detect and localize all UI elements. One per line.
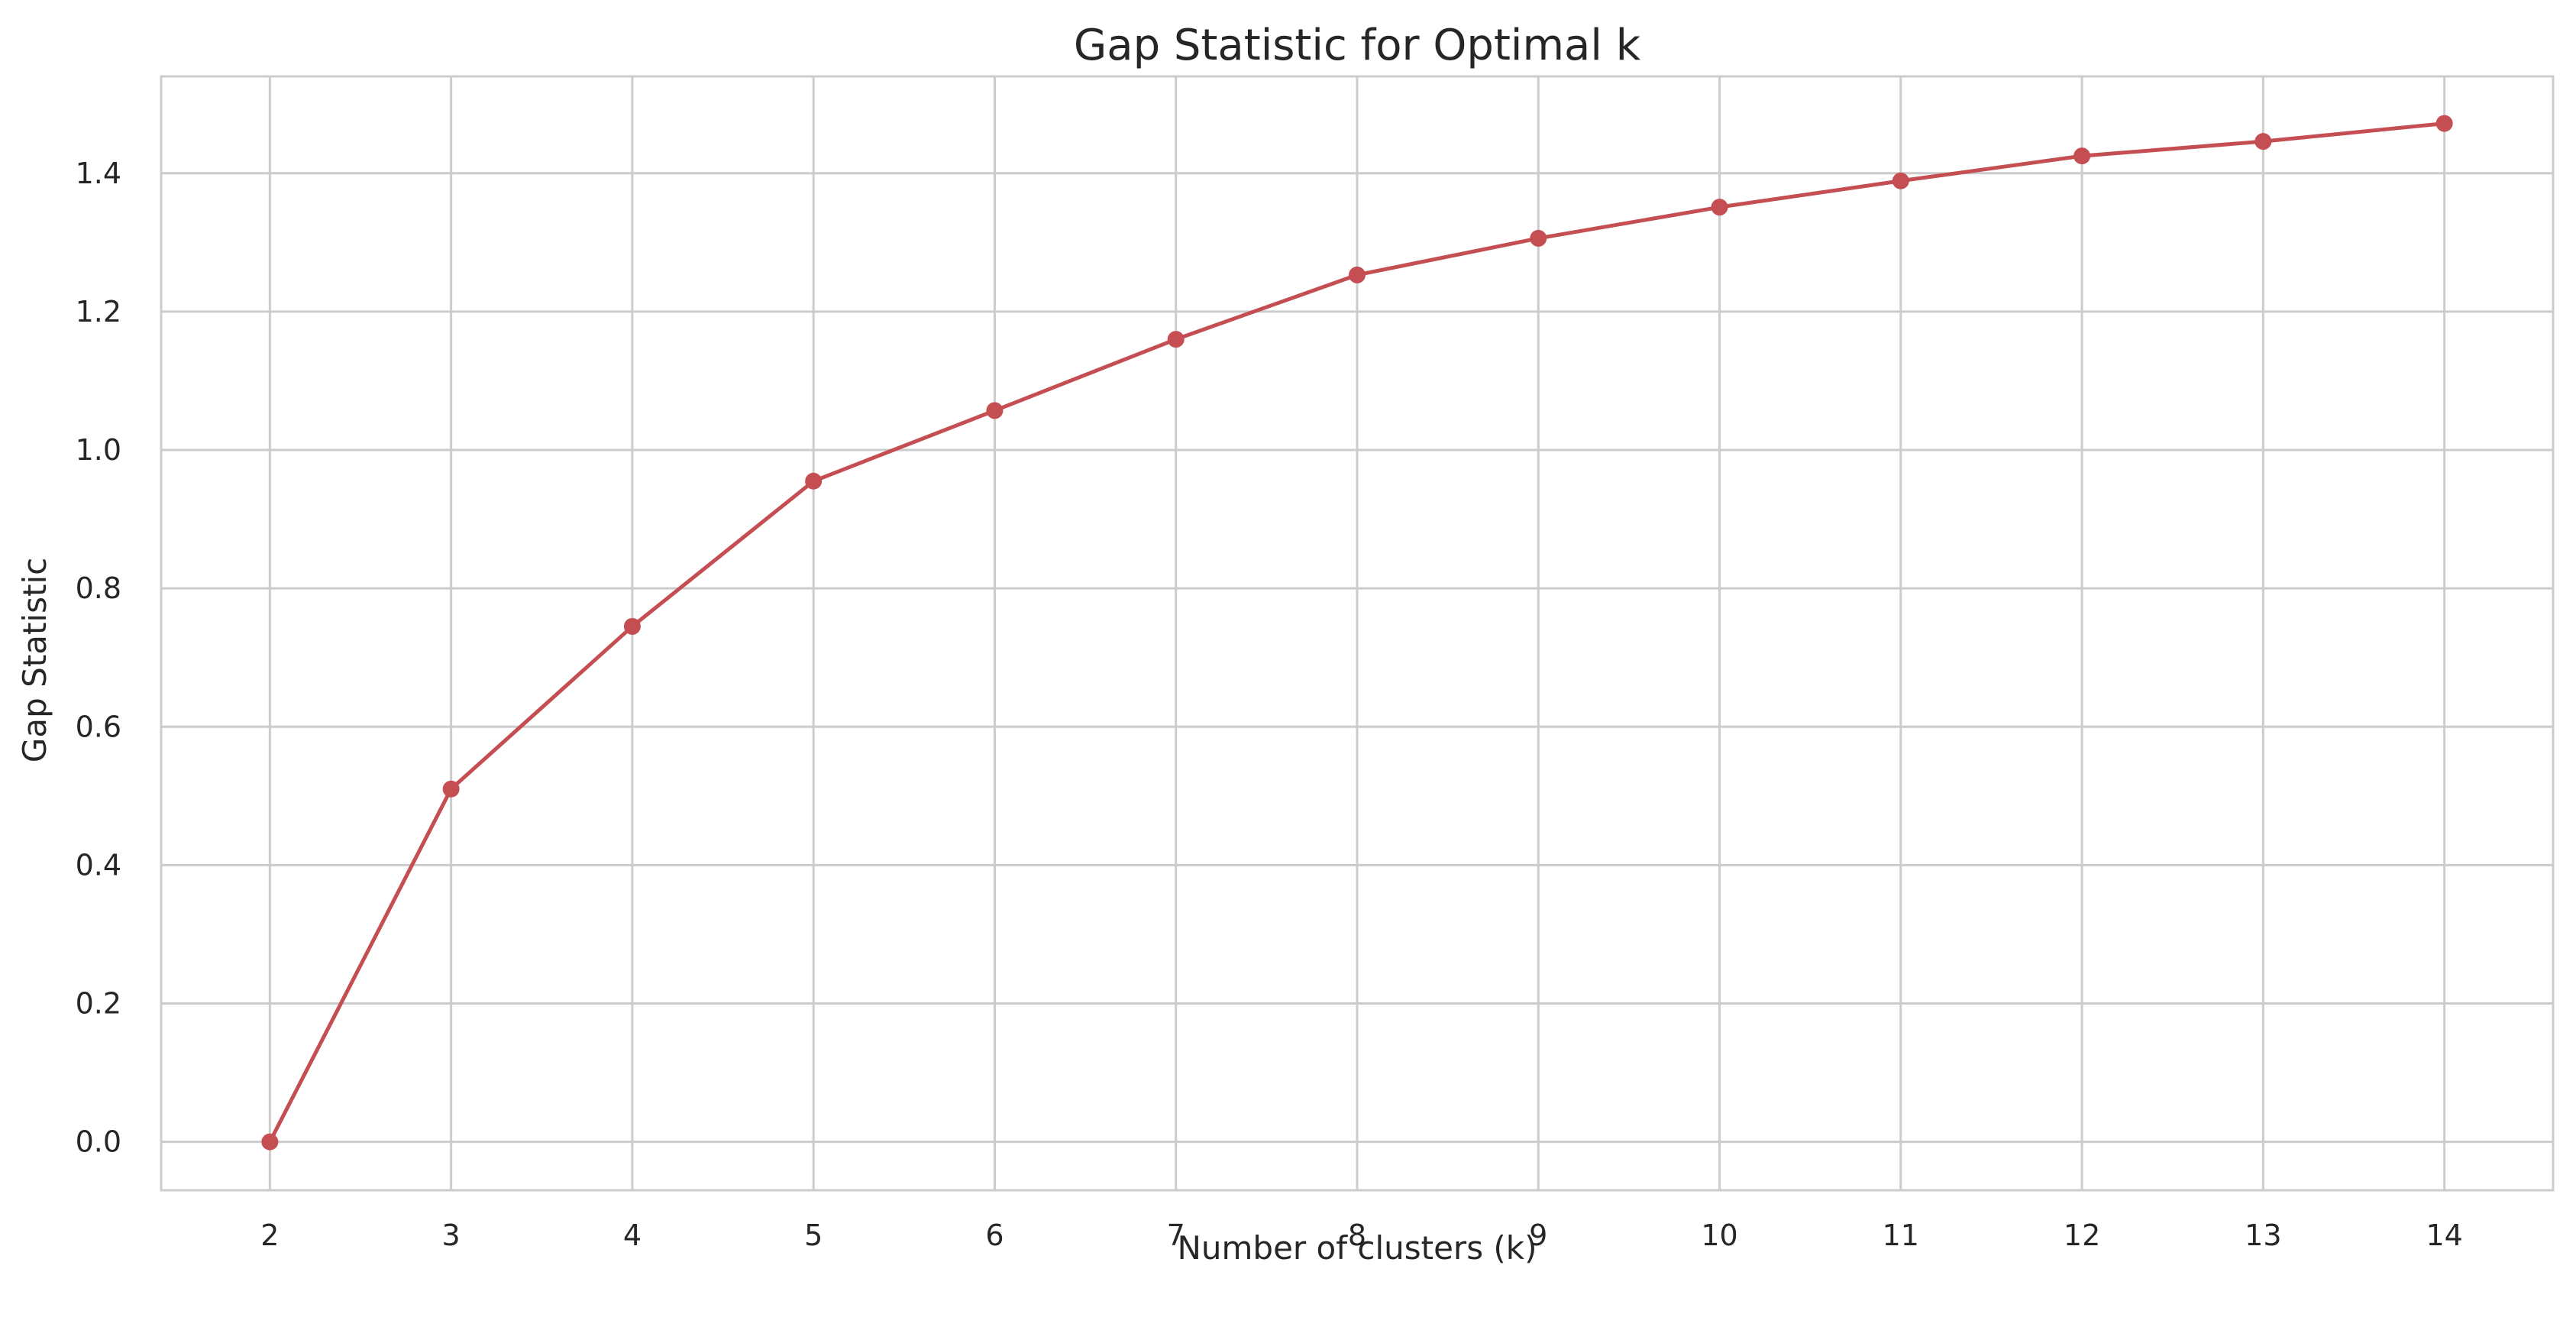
x-tick-label: 3 (442, 1219, 461, 1252)
x-tick-label: 8 (1348, 1219, 1366, 1252)
x-tick-label: 9 (1529, 1219, 1547, 1252)
x-tick-label: 11 (1883, 1219, 1919, 1252)
y-tick-label: 0.0 (76, 1125, 121, 1159)
y-tick-label: 0.2 (76, 986, 121, 1020)
series-layer (261, 115, 2453, 1151)
data-point (2254, 133, 2272, 151)
chart-title: Gap Statistic for Optimal k (1074, 21, 1641, 70)
data-point (1892, 172, 1909, 189)
grid (161, 76, 2553, 1190)
x-tick-label: 10 (1701, 1219, 1737, 1252)
y-axis-label: Gap Statistic (16, 558, 53, 762)
y-tick-label: 1.0 (76, 433, 121, 467)
plot-frame (160, 75, 2555, 1192)
y-tick-label: 0.8 (76, 571, 121, 605)
x-tick-label: 12 (2064, 1219, 2100, 1252)
x-tick-label: 14 (2426, 1219, 2462, 1252)
data-point (442, 780, 460, 798)
x-tick-label: 7 (1167, 1219, 1185, 1252)
data-point (2435, 115, 2453, 132)
data-point (805, 472, 823, 490)
data-point (2073, 147, 2091, 165)
data-point (1530, 229, 1547, 247)
y-tick-label: 1.2 (76, 295, 121, 329)
tick-layer: 2 3 4 5 6 7 8 9 10 11 12 13 14 0.0 0.2 0.4 0.6 0.8 1.0 1.2 1… (76, 157, 2463, 1252)
x-tick-label: 6 (985, 1219, 1004, 1252)
x-tick-label: 4 (623, 1219, 642, 1252)
data-point (986, 402, 1004, 419)
x-tick-label: 13 (2245, 1219, 2281, 1252)
data-point (261, 1133, 279, 1151)
x-axis-label: Number of clusters (k) (1177, 1229, 1537, 1267)
x-tick-label: 5 (804, 1219, 823, 1252)
data-point (623, 617, 641, 635)
data-point (1349, 266, 1366, 283)
y-tick-label: 0.4 (76, 848, 121, 882)
data-point (1711, 199, 1728, 216)
y-tick-label: 1.4 (76, 157, 121, 190)
y-tick-label: 0.6 (76, 710, 121, 743)
data-point (1167, 331, 1185, 348)
x-tick-label: 2 (260, 1219, 279, 1252)
